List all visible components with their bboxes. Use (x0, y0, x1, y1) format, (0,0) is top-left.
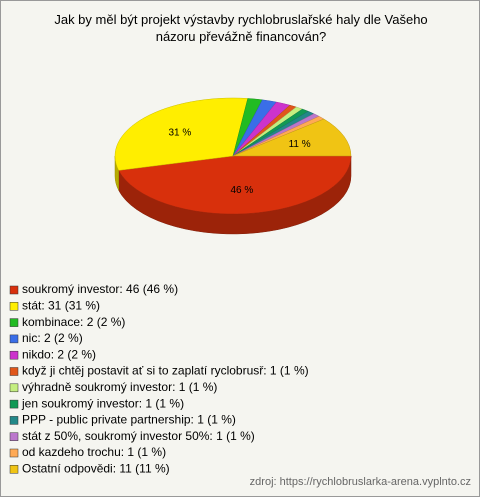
legend-swatch (9, 285, 19, 295)
slice-label: 31 % (168, 128, 191, 139)
legend-swatch (9, 302, 19, 311)
legend-label: soukromý investor: 46 (46 %) (22, 282, 178, 296)
legend-swatch (9, 350, 19, 360)
source-note: zdroj: https://rychlobruslarka-arena.vyp… (249, 476, 471, 488)
pie-slice (114, 97, 249, 171)
legend-swatch (9, 416, 19, 425)
pie-slice (232, 118, 352, 157)
legend-swatch (9, 318, 19, 327)
legend-label: když ji chtěj postavit ať si to zaplatí … (22, 364, 309, 378)
legend-label: stát: 31 (31 %) (22, 298, 100, 312)
legend-swatch (9, 383, 19, 393)
legend-swatch (9, 432, 19, 441)
legend-swatch (9, 399, 19, 409)
slice-label: 46 % (230, 185, 253, 196)
legend-swatch (9, 448, 19, 458)
legend-label: výhradně soukromý investor: 1 (1 %) (22, 380, 217, 394)
legend-swatch (9, 334, 19, 344)
legend-label: nic: 2 (2 %) (22, 331, 83, 345)
legend-label: stát z 50%, soukromý investor 50%: 1 (1 … (22, 429, 255, 443)
legend-label: kombinace: 2 (2 %) (22, 315, 125, 329)
legend-label: Ostatní odpovědi: 11 (11 %) (22, 461, 170, 475)
slice-label: 11 % (289, 139, 311, 150)
legend-swatch (9, 465, 19, 474)
legend-label: nikdo: 2 (2 %) (22, 347, 96, 361)
legend-swatch (9, 367, 19, 376)
pie-slice (118, 155, 352, 215)
legend-label: od kazdeho trochu: 1 (1 %) (22, 445, 166, 459)
chart-title: Jak by měl být projekt výstavby rychlobr… (54, 12, 428, 44)
legend-label: PPP - public private partnership: 1 (1 %… (22, 413, 236, 427)
legend-label: jen soukromý investor: 1 (1 %) (21, 396, 184, 410)
